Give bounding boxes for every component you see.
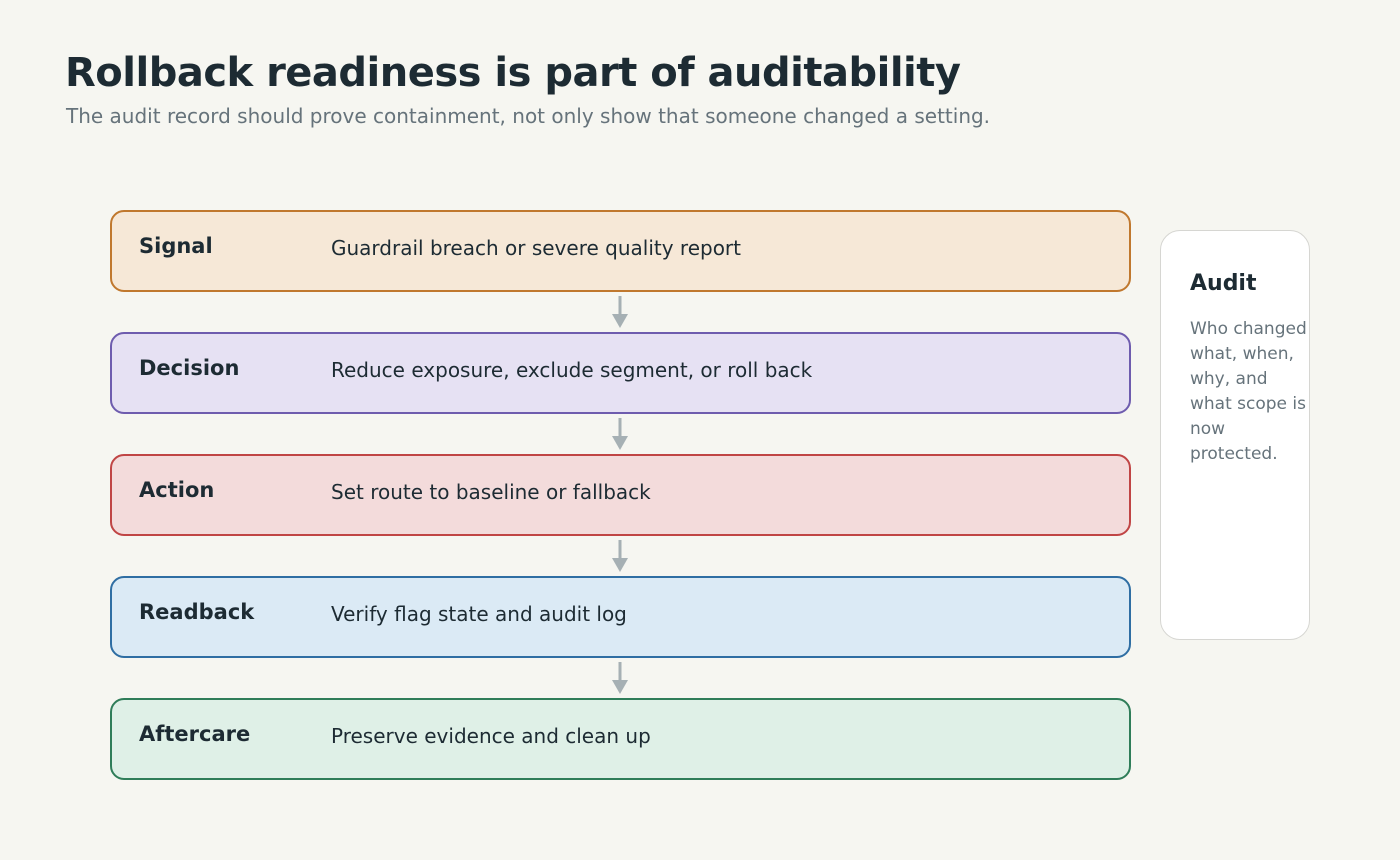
- step-description: Guardrail breach or severe quality repor…: [331, 236, 741, 260]
- step-label: Decision: [139, 356, 240, 380]
- down-arrow-icon: [612, 540, 628, 572]
- step-label: Action: [139, 478, 215, 502]
- step-action: Action Set route to baseline or fallback: [110, 454, 1131, 536]
- step-description: Preserve evidence and clean up: [331, 724, 651, 748]
- audit-card: Audit Who changed what, when, why, and w…: [1160, 230, 1310, 640]
- step-label: Readback: [139, 600, 255, 624]
- page-subtitle: The audit record should prove containmen…: [66, 104, 991, 128]
- down-arrow-icon: [612, 662, 628, 694]
- audit-title: Audit: [1190, 271, 1257, 296]
- audit-description: Who changed what, when, why, and what sc…: [1190, 319, 1307, 464]
- step-label: Aftercare: [139, 722, 251, 746]
- step-description: Verify flag state and audit log: [331, 602, 627, 626]
- down-arrow-icon: [612, 418, 628, 450]
- step-label: Signal: [139, 234, 213, 258]
- step-signal: Signal Guardrail breach or severe qualit…: [110, 210, 1131, 292]
- step-readback: Readback Verify flag state and audit log: [110, 576, 1131, 658]
- step-description: Reduce exposure, exclude segment, or rol…: [331, 358, 813, 382]
- step-description: Set route to baseline or fallback: [331, 480, 651, 504]
- down-arrow-icon: [612, 296, 628, 328]
- step-aftercare: Aftercare Preserve evidence and clean up: [110, 698, 1131, 780]
- step-decision: Decision Reduce exposure, exclude segmen…: [110, 332, 1131, 414]
- page-title: Rollback readiness is part of auditabili…: [65, 50, 961, 96]
